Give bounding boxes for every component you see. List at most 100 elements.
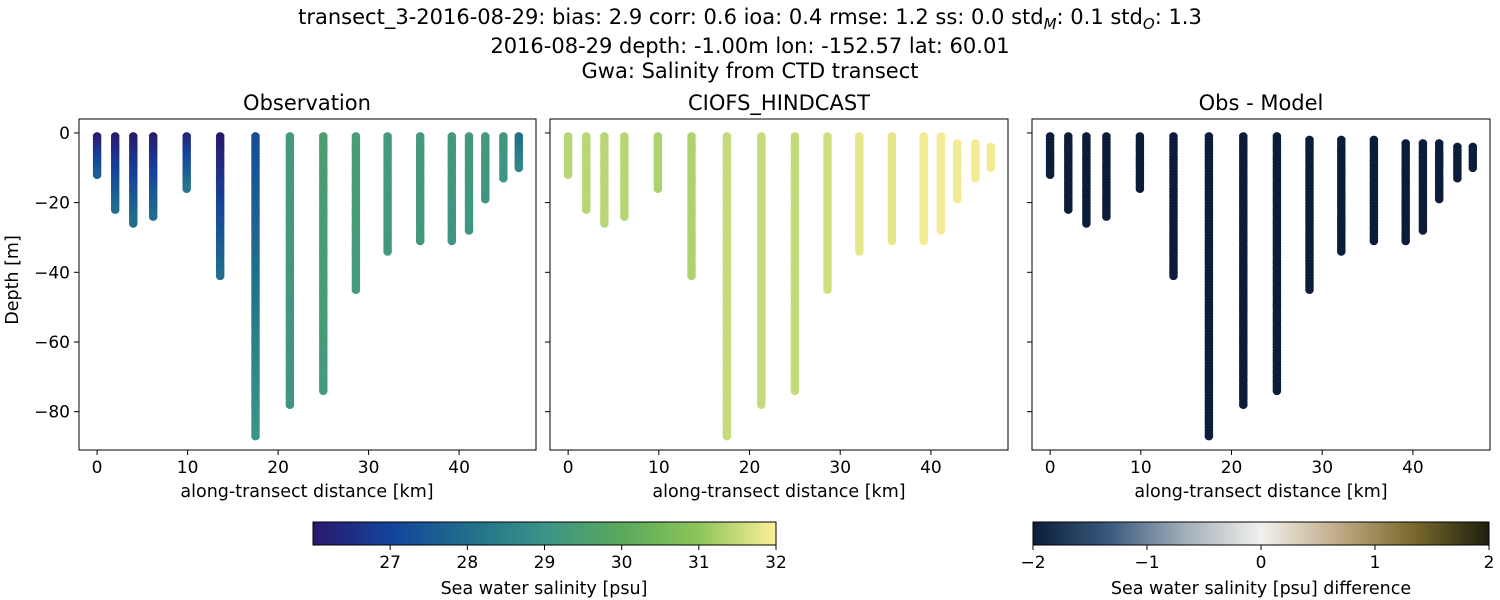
- data-point: [383, 247, 392, 256]
- profile-5: [1169, 132, 1178, 281]
- data-point: [952, 194, 962, 204]
- profile-10: [1337, 135, 1346, 256]
- colorbar-tick-label: 28: [457, 553, 479, 573]
- profile-8: [1272, 132, 1282, 396]
- profile-12: [1401, 139, 1410, 246]
- profile-9: [1305, 135, 1314, 295]
- colorbar-tick-label: −2: [1020, 553, 1045, 573]
- y-tick-label: −60: [34, 333, 70, 353]
- x-tick-label: 30: [829, 458, 851, 478]
- profile-14: [481, 132, 490, 204]
- difference-panel: Obs - Model 0 10 20 30 40 along-transect dis…: [1027, 91, 1491, 502]
- data-point: [415, 236, 425, 246]
- x-tick-label: 30: [1311, 458, 1333, 478]
- x-tick-label: 30: [358, 458, 380, 478]
- colorbar-tick-label: 30: [611, 553, 633, 573]
- axes-frame: [78, 118, 537, 451]
- colorbar-label: Sea water salinity [psu] difference: [1111, 579, 1411, 599]
- data-point: [148, 212, 158, 221]
- data-point: [499, 173, 508, 183]
- profile-13: [936, 132, 946, 235]
- data-point: [1102, 212, 1111, 221]
- y-axis-label: Depth [m]: [3, 235, 23, 325]
- data-point: [464, 226, 474, 235]
- data-point: [790, 386, 800, 396]
- data-point: [986, 163, 996, 173]
- data-point: [1369, 236, 1379, 246]
- panel-title: Obs - Model: [1199, 91, 1324, 115]
- x-axis-label: along-transect distance [km]: [180, 482, 433, 502]
- data-point: [1305, 285, 1314, 295]
- profile-15: [499, 132, 508, 183]
- data-point: [855, 247, 864, 256]
- data-point: [687, 271, 696, 281]
- colorbar-tick-label: 1: [1370, 553, 1381, 573]
- observation-panel: Observation 0 10 20 30 40 0 −20 −40 −60 −80 along…: [3, 91, 537, 502]
- profile-4: [182, 132, 191, 193]
- data-point: [285, 400, 295, 410]
- data-point: [1434, 194, 1444, 204]
- data-point: [215, 271, 225, 281]
- figure-title-line-3: Gwa: Salinity from CTD transect: [582, 59, 919, 83]
- profile-10: [383, 132, 392, 256]
- colorbar-tick-label: 29: [534, 553, 556, 573]
- std-obs-value: : 1.3: [1155, 5, 1202, 29]
- x-tick-label: 0: [92, 458, 103, 478]
- profile-6: [722, 132, 732, 441]
- axes-frame: [549, 118, 1009, 451]
- profile-0: [92, 132, 102, 179]
- x-tick-label: 40: [920, 458, 942, 478]
- x-tick-label: 40: [1402, 458, 1424, 478]
- data-point: [1468, 163, 1478, 173]
- x-tick-label: 0: [563, 458, 574, 478]
- data-point: [481, 194, 490, 204]
- profile-14: [952, 139, 962, 204]
- x-tick-label: 10: [648, 458, 670, 478]
- profile-6: [251, 132, 260, 441]
- profile-0: [563, 132, 573, 179]
- colorbar-tick-label: 2: [1484, 553, 1495, 573]
- data-point: [1045, 170, 1055, 179]
- colorbar-gradient: [1032, 521, 1490, 546]
- axes-frame: [1031, 118, 1491, 451]
- data-point: [1169, 271, 1178, 281]
- profile-5: [215, 132, 225, 281]
- colorbar-label: Sea water salinity [psu]: [441, 579, 648, 599]
- data-point: [1401, 236, 1410, 246]
- profile-2: [600, 132, 609, 228]
- data-point: [319, 386, 328, 396]
- profile-12: [919, 132, 928, 246]
- y-tick-label: 0: [59, 124, 70, 144]
- y-tick-label: −20: [34, 194, 70, 214]
- data-point: [129, 219, 138, 228]
- data-point: [620, 212, 629, 221]
- profile-9: [823, 132, 832, 295]
- data-point: [653, 184, 663, 193]
- profile-14: [1434, 139, 1444, 204]
- profile-6: [1204, 132, 1214, 441]
- data-point: [1453, 173, 1462, 183]
- figure-title-line-2: 2016-08-29 depth: -1.00m lon: -152.57 la…: [490, 34, 1009, 58]
- profile-8: [319, 132, 328, 396]
- x-tick-label: 20: [267, 458, 289, 478]
- profile-16: [1468, 142, 1478, 173]
- data-point: [1204, 431, 1214, 441]
- data-point: [351, 285, 361, 295]
- profile-2: [129, 132, 138, 228]
- data-point: [251, 431, 260, 441]
- profile-8: [790, 132, 800, 396]
- data-point: [919, 236, 928, 246]
- salinity-colorbar: 27 28 29 30 31 32 Sea water salinity [psu]: [312, 521, 787, 599]
- colorbar-tick-label: 0: [1256, 553, 1267, 573]
- data-point: [1135, 184, 1145, 193]
- data-point: [722, 431, 732, 441]
- colorbar-tick-label: −1: [1134, 553, 1159, 573]
- profile-15: [1453, 142, 1462, 183]
- profile-4: [1135, 132, 1145, 193]
- profile-1: [1064, 132, 1073, 214]
- profile-7: [1239, 132, 1248, 410]
- data-point: [1418, 226, 1428, 235]
- profile-5: [687, 132, 696, 281]
- data-point: [447, 236, 457, 246]
- profile-11: [1369, 135, 1379, 246]
